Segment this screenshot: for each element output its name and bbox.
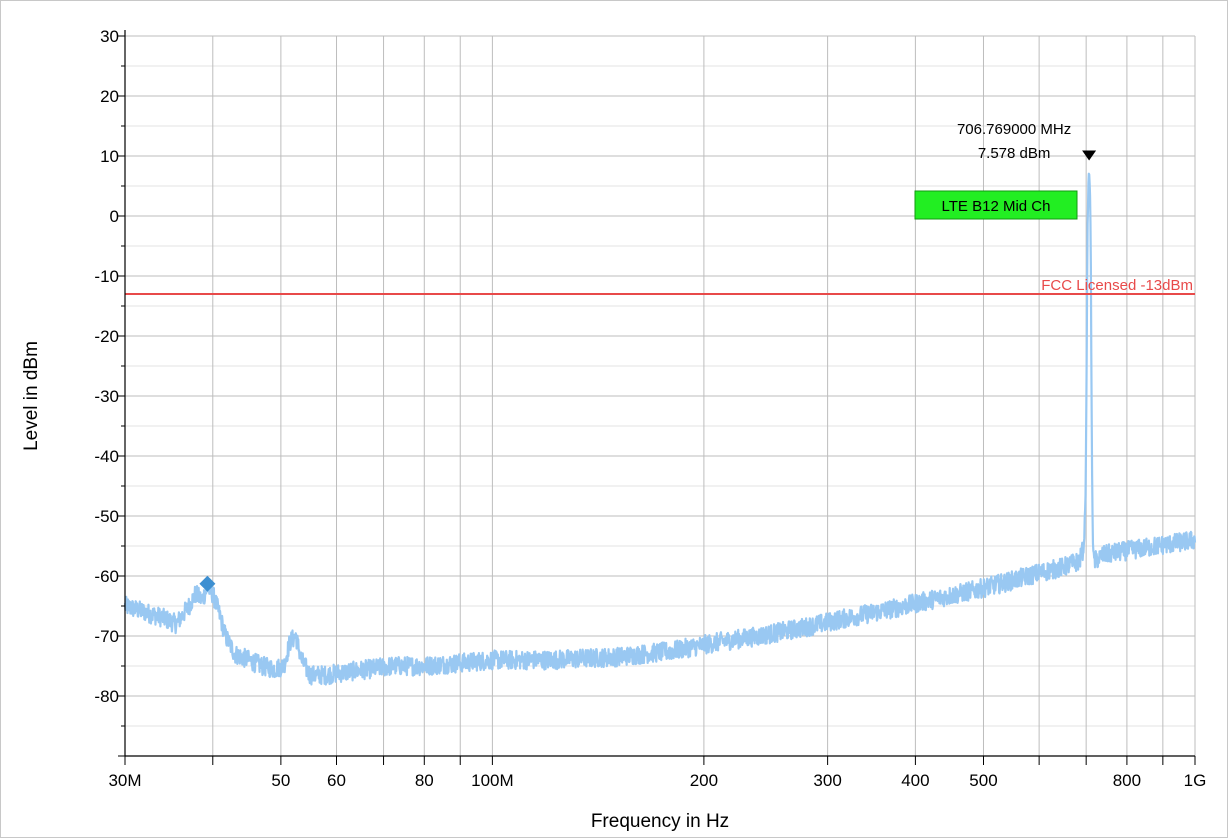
channel-badge-label: LTE B12 Mid Ch	[942, 198, 1051, 215]
channel-badge-box	[914, 190, 1078, 220]
y-tick-label: -50	[94, 507, 119, 526]
y-tick-label: -20	[94, 327, 119, 346]
x-tick-label: 200	[690, 771, 718, 790]
x-tick-label: 500	[969, 771, 997, 790]
x-tick-label: 30M	[108, 771, 141, 790]
peak-frequency-label: 706.769000 MHz	[957, 121, 1071, 138]
y-axis-title: Level in dBm	[21, 341, 42, 451]
channel-badge: LTE B12 Mid Ch	[914, 190, 1078, 220]
trace-line	[123, 172, 1197, 686]
y-tick-label: 30	[100, 27, 119, 46]
x-tick-labels: 30M 50 60 80 100M 200 300 400 500 800 1G	[108, 771, 1206, 790]
y-tick-label: -60	[94, 567, 119, 586]
spectrum-trace	[123, 172, 1197, 686]
x-tick-label: 800	[1113, 771, 1141, 790]
limit-line-label: FCC Licensed -13dBm	[1041, 277, 1193, 294]
x-tick-label: 60	[327, 771, 346, 790]
y-tick-label: -40	[94, 447, 119, 466]
x-tick-label: 1G	[1184, 771, 1207, 790]
x-tick-label: 400	[901, 771, 929, 790]
y-tick-label: 20	[100, 87, 119, 106]
x-tick-label: 50	[271, 771, 290, 790]
axes-group	[118, 30, 1196, 765]
markers-group	[199, 150, 1097, 592]
y-tick-label: 0	[110, 207, 119, 226]
y-tick-labels: 30 20 10 0 -10 -20 -30 -40 -50 -60 -70 -80	[94, 27, 119, 706]
diamond-marker-icon	[199, 575, 216, 592]
y-tick-label: -10	[94, 267, 119, 286]
peak-level-label: 7.578 dBm	[978, 145, 1051, 162]
x-tick-label: 100M	[471, 771, 514, 790]
y-tick-label: -70	[94, 627, 119, 646]
y-tick-label: -30	[94, 387, 119, 406]
y-tick-label: 10	[100, 147, 119, 166]
x-axis-title: Frequency in Hz	[591, 811, 729, 832]
x-tick-label: 300	[813, 771, 841, 790]
peak-marker-icon	[1082, 150, 1097, 161]
x-tick-label: 80	[415, 771, 434, 790]
y-tick-label: -80	[94, 687, 119, 706]
